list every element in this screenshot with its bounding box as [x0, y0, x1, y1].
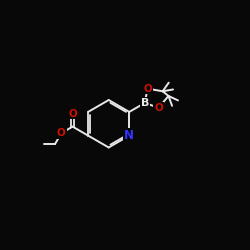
Text: O: O: [154, 103, 163, 113]
Text: O: O: [57, 128, 66, 138]
Text: B: B: [141, 98, 149, 108]
Text: N: N: [124, 129, 134, 142]
Text: O: O: [143, 84, 152, 94]
Text: O: O: [68, 108, 77, 119]
